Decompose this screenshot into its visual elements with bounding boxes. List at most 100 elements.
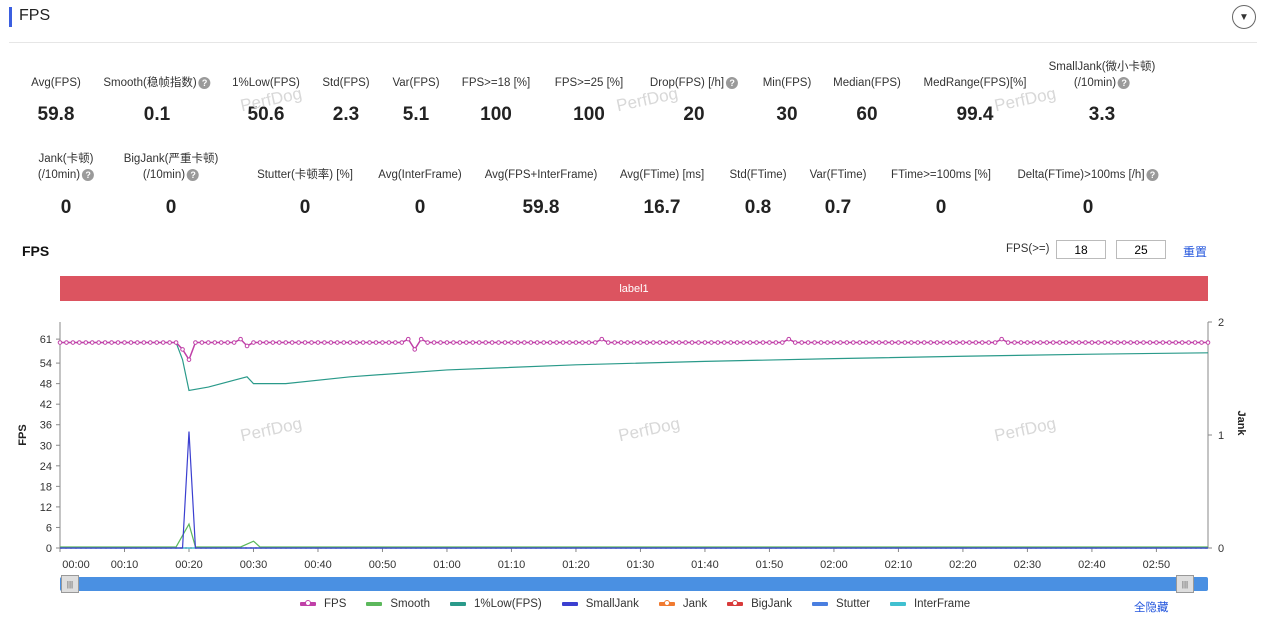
- legend-swatch: [366, 602, 383, 606]
- fps-point: [625, 340, 630, 345]
- legend-item[interactable]: SmallJank: [561, 598, 639, 610]
- metric-value: 0: [935, 197, 947, 218]
- fps-point: [386, 340, 392, 345]
- metric-value: 100: [480, 104, 512, 125]
- metric-label: SmallJank(微小卡顿) (/10min)?: [1048, 61, 1156, 89]
- fps-point: [1057, 340, 1062, 345]
- legend-item[interactable]: FPS: [300, 598, 346, 610]
- fps-point: [483, 340, 488, 345]
- legend-label: BigJank: [751, 598, 793, 610]
- fps-point: [599, 336, 605, 342]
- fps-point: [541, 340, 547, 345]
- metric-value: 0: [299, 197, 311, 218]
- fps-point: [1154, 340, 1159, 345]
- y-tick-label: 48: [40, 379, 52, 391]
- fps-point: [328, 340, 334, 345]
- fps-point: [747, 340, 753, 345]
- fps-point: [663, 340, 669, 345]
- fps-point: [135, 340, 140, 345]
- fps-point: [638, 340, 643, 345]
- series-line-1-low-fps-: [60, 341, 1209, 392]
- fps-point: [489, 340, 495, 345]
- threshold-low-input[interactable]: [1056, 240, 1106, 259]
- x-tick-label: 02:20: [949, 559, 977, 571]
- fps-point: [534, 340, 540, 345]
- slider-handle-right[interactable]: |||: [1176, 575, 1194, 593]
- label-band[interactable]: label1: [60, 276, 1208, 301]
- fps-point: [89, 340, 95, 345]
- fps-point: [418, 336, 424, 342]
- fps-point: [580, 340, 585, 345]
- fps-point: [1141, 340, 1146, 345]
- legend-item[interactable]: Stutter: [812, 598, 870, 610]
- fps-point: [928, 340, 933, 345]
- fps-point: [115, 340, 121, 345]
- collapse-toggle-button[interactable]: ▼: [1232, 5, 1256, 29]
- y-tick-label: 30: [40, 440, 52, 452]
- fps-point: [831, 340, 837, 345]
- fps-point: [773, 340, 779, 345]
- fps-point: [954, 340, 959, 345]
- fps-point: [702, 340, 708, 345]
- fps-point: [502, 340, 508, 345]
- fps-point: [631, 340, 637, 345]
- help-icon[interactable]: ?: [1146, 168, 1159, 181]
- fps-point: [199, 340, 205, 345]
- fps-point: [715, 340, 721, 345]
- time-range-slider[interactable]: [60, 577, 1208, 591]
- y2-tick-label: 1: [1218, 430, 1224, 442]
- fps-point: [780, 340, 785, 345]
- y-tick-label: 0: [46, 543, 52, 555]
- fps-point: [896, 340, 901, 345]
- fps-point: [1018, 340, 1024, 345]
- fps-point: [560, 340, 566, 345]
- help-icon[interactable]: ?: [198, 76, 211, 89]
- fps-point: [825, 340, 830, 345]
- metric-value: 100: [573, 104, 605, 125]
- fps-point: [644, 340, 650, 345]
- legend-item[interactable]: InterFrame: [889, 598, 970, 610]
- fps-point: [109, 340, 114, 345]
- legend-item[interactable]: BigJank: [727, 598, 792, 610]
- metric-value: 2.3: [332, 104, 360, 125]
- legend-item[interactable]: 1%Low(FPS): [450, 598, 542, 610]
- fps-point: [670, 340, 675, 345]
- fps-point: [1167, 340, 1172, 345]
- fps-point: [212, 340, 218, 345]
- legend-item[interactable]: Jank: [658, 598, 707, 610]
- fps-point: [341, 340, 347, 345]
- fps-point: [251, 340, 256, 345]
- legend-item[interactable]: Smooth: [366, 598, 430, 610]
- series-line-smooth: [60, 522, 1208, 548]
- fps-point: [799, 340, 804, 345]
- fps-point: [160, 340, 166, 345]
- fps-point: [786, 336, 792, 342]
- slider-handle-left[interactable]: |||: [61, 575, 79, 593]
- y2-axis-label: Jank: [1235, 410, 1247, 436]
- metric-label: Avg(FPS+InterFrame): [484, 169, 598, 181]
- x-tick-label: 01:50: [756, 559, 784, 571]
- fps-point: [593, 340, 598, 345]
- fps-point: [289, 340, 295, 345]
- fps-point: [264, 340, 269, 345]
- fps-point: [1192, 340, 1198, 345]
- legend-swatch: [889, 602, 906, 606]
- fps-point: [850, 340, 856, 345]
- fps-point: [857, 340, 863, 345]
- fps-point: [457, 340, 463, 345]
- help-icon[interactable]: ?: [187, 168, 200, 181]
- help-icon[interactable]: ?: [726, 76, 739, 89]
- fps-point: [1012, 340, 1017, 345]
- threshold-high-input[interactable]: [1116, 240, 1166, 259]
- help-icon[interactable]: ?: [1118, 76, 1131, 89]
- fps-point: [206, 340, 211, 345]
- fps-point: [186, 357, 192, 362]
- fps-point: [412, 347, 418, 352]
- reset-link[interactable]: 重置: [1183, 245, 1208, 259]
- hide-all-link[interactable]: 全隐藏: [1134, 602, 1169, 614]
- help-icon[interactable]: ?: [82, 168, 95, 181]
- fps-point: [792, 340, 798, 345]
- metric-value: 0.1: [143, 104, 171, 125]
- fps-point: [1070, 340, 1075, 345]
